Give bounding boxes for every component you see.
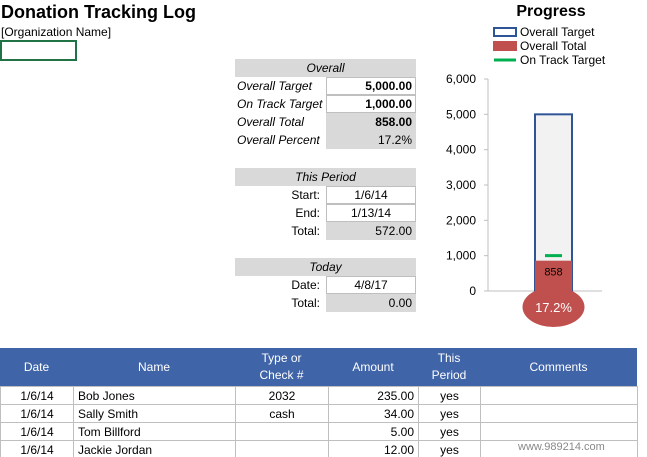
empty-cell[interactable] (480, 422, 638, 441)
organization: [Organization Name] (1, 25, 112, 39)
table-cell[interactable]: Bob Jones (73, 386, 236, 405)
block-value: 17.2% (326, 131, 416, 149)
block-label: Start: (291, 188, 320, 202)
y-tick-label: 3,000 (446, 178, 476, 192)
table-cell[interactable]: 12.00 (328, 440, 419, 457)
empty-cell[interactable] (235, 440, 329, 457)
block-value[interactable]: 1/13/14 (326, 204, 416, 222)
block-header: Overall (235, 59, 416, 77)
block-label: Overall Percent (237, 133, 320, 147)
block-label: Total: (291, 224, 320, 238)
legend-label: Overall Target (520, 25, 595, 39)
table-cell[interactable]: 1/6/14 (0, 404, 74, 423)
table-cell[interactable]: Tom Billford (73, 422, 236, 441)
column-header: Check # (259, 368, 304, 382)
table-cell[interactable]: yes (418, 422, 481, 441)
bulb (522, 287, 585, 327)
empty-cell[interactable] (480, 440, 638, 457)
total-label: 858 (544, 267, 562, 279)
table-cell[interactable]: 235.00 (328, 386, 419, 405)
block-value[interactable]: 1/6/14 (326, 186, 416, 204)
y-tick-label: 0 (469, 284, 476, 298)
y-tick-label: 4,000 (446, 143, 476, 157)
block-header: This Period (235, 168, 416, 186)
empty-cell[interactable] (480, 404, 638, 423)
legend-swatch (493, 27, 517, 37)
block-label: End: (295, 206, 320, 220)
y-tick-label: 5,000 (446, 107, 476, 121)
column-header: Comments (529, 359, 588, 374)
legend-label: Overall Total (520, 39, 586, 53)
block-label: Overall Total (237, 115, 304, 129)
table-cell[interactable]: yes (418, 386, 481, 405)
block-value: 0.00 (326, 294, 416, 312)
table-cell[interactable]: Sally Smith (73, 404, 236, 423)
empty-cell[interactable] (235, 422, 329, 441)
block-value[interactable]: 5,000.00 (326, 77, 416, 95)
table-cell[interactable]: 34.00 (328, 404, 419, 423)
block-label: Total: (291, 296, 320, 310)
column-header: This (437, 351, 461, 365)
y-tick-label: 1,000 (446, 249, 476, 263)
block-value[interactable]: 4/8/17 (326, 276, 416, 294)
column-header: Period (431, 368, 467, 382)
table-cell[interactable]: 5.00 (328, 422, 419, 441)
legend-label: On Track Target (520, 53, 606, 67)
y-tick-label: 2,000 (446, 213, 476, 227)
block-value[interactable]: 1,000.00 (326, 95, 416, 113)
table-cell[interactable]: 1/6/14 (0, 386, 74, 405)
block-label: Overall Target (237, 79, 312, 93)
table-cell[interactable]: cash (235, 404, 329, 423)
table-cell[interactable]: yes (418, 404, 481, 423)
y-tick-label: 6,000 (446, 72, 476, 86)
block-value: 572.00 (326, 222, 416, 240)
table-cell[interactable]: 2032 (235, 386, 329, 405)
empty-cell[interactable] (480, 386, 638, 405)
table-cell[interactable]: Jackie Jordan (73, 440, 236, 457)
legend-swatch (493, 41, 517, 51)
block-label: On Track Target (237, 97, 323, 111)
table-cell[interactable]: 1/6/14 (0, 422, 74, 441)
table-cell[interactable]: yes (418, 440, 481, 457)
chart-title: Progress (516, 3, 585, 20)
table-header (0, 348, 637, 386)
block-label: Date: (291, 278, 320, 292)
bulb-label: 17.2% (535, 300, 572, 315)
column-header: Date (23, 359, 50, 374)
selected-cell[interactable] (0, 40, 77, 61)
watermark: www.989214.com (518, 441, 605, 453)
block-value: 858.00 (326, 113, 416, 131)
column-header: Name (137, 359, 170, 374)
column-header: Type or (261, 351, 302, 365)
table-cell[interactable]: 1/6/14 (0, 440, 74, 457)
title: Donation Tracking Log (1, 2, 197, 22)
block-header: Today (235, 258, 416, 276)
column-header: Amount (352, 359, 394, 374)
